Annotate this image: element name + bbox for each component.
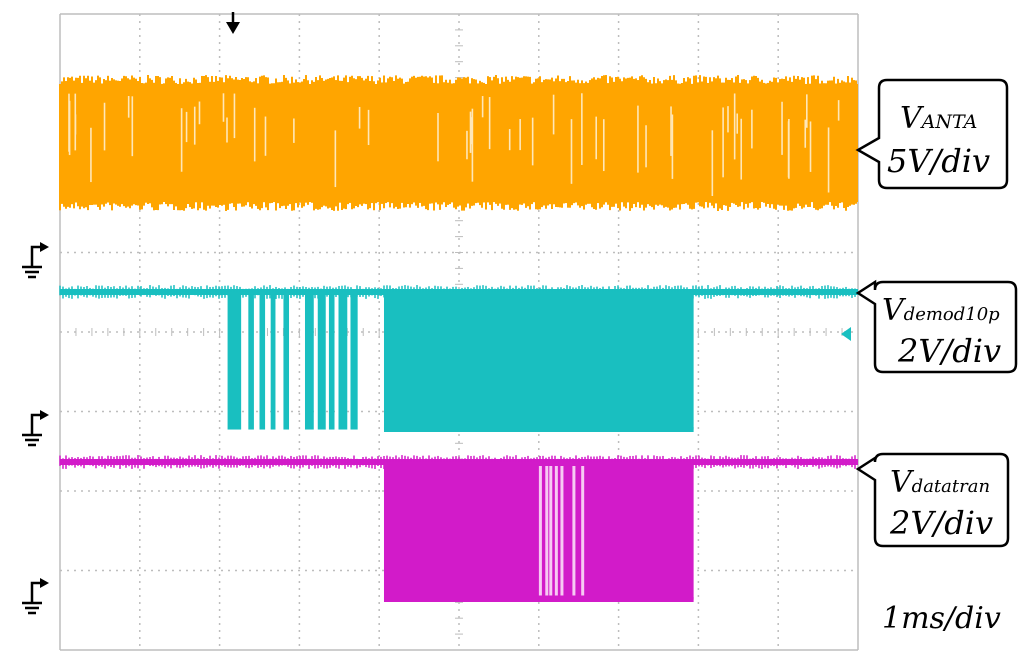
label-vanta-main: V [900,101,925,136]
vdemod10p-pulse [270,292,276,430]
label-vdemod10p-sub: demod10p [904,304,1001,325]
vdemod10p-pulse [304,292,314,430]
svg-text:Vdemod10p: Vdemod10p [882,293,1000,328]
trace-vdemod10p [59,285,858,433]
vdemod10p-pulse [328,292,335,430]
label-vanta-scale: 5V/div [887,142,990,180]
label-vdatatran-sub: datatran [912,476,990,497]
ground-marker-ch1 [22,242,49,279]
trace-vanta [59,75,858,211]
trigger-level-marker [841,327,851,341]
vdemod10p-pulse [338,292,348,430]
ground-marker-ch2 [22,410,49,447]
vdemod10p-pulse [317,292,326,430]
label-vanta-sub: ANTA [920,111,978,133]
vdemod10p-pulse [227,292,242,430]
label-vdatatran-scale: 2V/div [889,504,993,542]
trace-vdatatran [59,455,858,603]
ground-marker-ch3 [22,578,49,615]
vdatatran-burst [383,462,694,600]
svg-text:Vdatatran: Vdatatran [890,465,990,500]
label-vanta-callout: VANTA 5V/div [855,78,1009,190]
traces [59,75,858,603]
svg-text:VANTA: VANTA [900,101,977,136]
vdemod10p-pulse [350,292,358,430]
label-vdemod10p-scale: 2V/div [897,332,1001,370]
vdemod10p-burst [383,292,694,430]
trigger-position-marker [226,12,240,34]
vdemod10p-pulse [248,292,254,430]
label-vdatatran-main: V [890,465,915,500]
vdemod10p-pulse [283,292,290,430]
timebase-label: 1ms/div [882,601,1001,636]
label-vdemod10p-main: V [882,293,907,328]
label-vdemod10p-callout: Vdemod10p 2V/div [855,279,1018,374]
label-vdatatran-callout: Vdatatran 2V/div [855,452,1010,548]
vdemod10p-pulse [259,292,266,430]
